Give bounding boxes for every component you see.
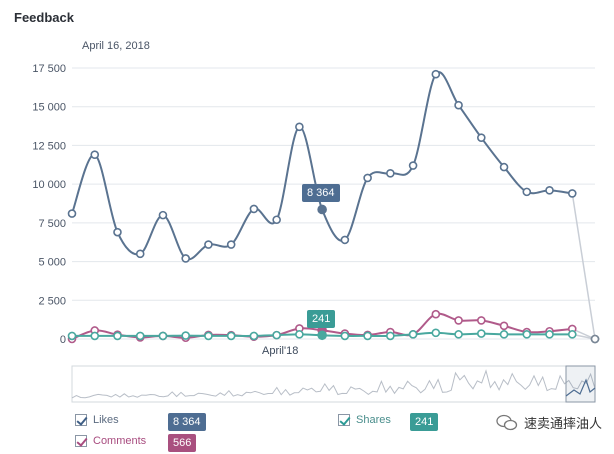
likes-point[interactable] <box>499 162 509 172</box>
shares-point[interactable] <box>90 331 100 341</box>
likes-point[interactable] <box>386 169 395 178</box>
y-tick-label: 7 500 <box>38 218 66 230</box>
likes-point[interactable] <box>90 150 100 160</box>
navigator-selected-series <box>565 378 596 397</box>
likes-line-projection <box>571 193 596 340</box>
likes-point[interactable] <box>317 204 327 215</box>
shares-point[interactable] <box>135 331 145 341</box>
watermark-text: 速卖通摔油人 <box>523 416 602 431</box>
legend-comments[interactable]: Comments <box>75 435 146 447</box>
shares-label: Shares <box>356 414 391 426</box>
navigator-series <box>71 369 596 399</box>
shares-point[interactable] <box>477 329 486 338</box>
likes-point[interactable] <box>113 227 122 237</box>
shares-point[interactable] <box>386 331 395 341</box>
panel-title: Feedback <box>14 10 74 25</box>
likes-point[interactable] <box>226 240 236 249</box>
shares-point[interactable] <box>499 330 509 339</box>
shares-point[interactable] <box>204 331 213 341</box>
x-axis-label: April'18 <box>262 345 298 357</box>
shares-point[interactable] <box>317 330 327 341</box>
legend-likes[interactable]: Likes <box>75 414 119 426</box>
likes-point[interactable] <box>431 69 441 79</box>
grid-lines <box>72 67 595 340</box>
likes-point[interactable] <box>249 204 259 214</box>
likes-point[interactable] <box>590 334 600 344</box>
series-points <box>67 69 600 344</box>
y-tick-label: 10 000 <box>32 179 66 191</box>
shares-point[interactable] <box>272 330 281 340</box>
comments-point[interactable] <box>499 321 509 331</box>
likes-checkbox[interactable] <box>75 414 87 426</box>
comments-point[interactable] <box>454 316 463 325</box>
y-tick-label: 15 000 <box>32 102 66 114</box>
likes-point[interactable] <box>204 240 213 249</box>
likes-line <box>71 71 573 261</box>
shares-point[interactable] <box>363 331 372 341</box>
likes-point[interactable] <box>158 210 168 220</box>
likes-point[interactable] <box>522 187 532 197</box>
comments-point[interactable] <box>477 316 486 325</box>
shares-point[interactable] <box>408 330 418 339</box>
shares-point[interactable] <box>431 328 441 338</box>
likes-point[interactable] <box>545 186 554 195</box>
shares-point[interactable] <box>158 331 168 341</box>
shares-point[interactable] <box>340 331 350 341</box>
y-tick-label: 12 500 <box>32 140 66 152</box>
likes-point[interactable] <box>454 100 463 110</box>
y-axis-ticks: 17 500 15 000 12 500 10 000 7 500 5 000 2 500 0 <box>32 63 66 346</box>
series-lines <box>71 71 596 340</box>
comments-point[interactable] <box>431 309 441 319</box>
likes-point[interactable] <box>272 215 281 225</box>
shares-point[interactable] <box>113 331 122 341</box>
comments-value-badge: 566 <box>168 434 197 452</box>
shares-point[interactable] <box>67 331 77 341</box>
comments-checkbox[interactable] <box>75 435 87 447</box>
shares-point[interactable] <box>454 330 463 339</box>
shares-point[interactable] <box>249 331 259 341</box>
shares-point[interactable] <box>522 330 532 339</box>
likes-point[interactable] <box>295 122 304 132</box>
likes-point[interactable] <box>477 133 486 142</box>
date-label: April 16, 2018 <box>82 40 150 52</box>
shares-point[interactable] <box>181 331 190 340</box>
likes-point[interactable] <box>408 161 418 170</box>
range-navigator <box>71 365 596 403</box>
y-tick-label: 2 500 <box>38 295 66 307</box>
shares-checkbox[interactable] <box>338 414 350 426</box>
comments-label: Comments <box>93 435 147 447</box>
shares-tooltip: 241 <box>307 310 336 328</box>
legend-shares[interactable]: Shares <box>338 414 391 426</box>
likes-point[interactable] <box>363 173 372 183</box>
likes-point[interactable] <box>340 235 350 245</box>
shares-point[interactable] <box>545 330 554 339</box>
likes-tooltip: 8 364 <box>302 184 340 202</box>
likes-point[interactable] <box>67 209 77 218</box>
shares-point[interactable] <box>226 331 236 341</box>
wechat-icon <box>496 414 518 430</box>
y-tick-label: 5 000 <box>38 257 66 269</box>
likes-point[interactable] <box>181 254 190 263</box>
likes-value-badge: 8 364 <box>168 413 206 431</box>
shares-value-badge: 241 <box>410 413 439 431</box>
navigator-selection[interactable] <box>565 365 596 403</box>
likes-point[interactable] <box>567 189 577 198</box>
likes-label: Likes <box>93 414 119 426</box>
y-tick-label: 17 500 <box>32 63 66 75</box>
y-tick-label: 0 <box>60 334 66 346</box>
shares-point[interactable] <box>295 330 304 339</box>
shares-point[interactable] <box>567 330 577 339</box>
navigator-frame <box>71 365 596 403</box>
likes-point[interactable] <box>135 249 145 259</box>
watermark: 速卖通摔油人 <box>496 413 602 432</box>
